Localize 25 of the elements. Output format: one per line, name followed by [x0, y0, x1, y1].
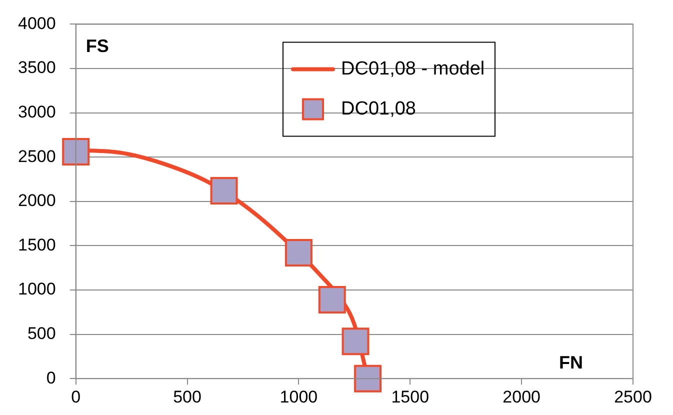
y-axis-title: FS	[86, 36, 109, 56]
point	[342, 328, 370, 356]
y-tick-label: 1500	[18, 235, 56, 254]
y-tick-label: 3000	[18, 102, 56, 122]
x-tick-label: 1000	[280, 387, 318, 406]
legend-label: DC01,08 - model	[341, 58, 485, 80]
y-tick-label: 3500	[18, 58, 56, 78]
x-tick-label: 500	[173, 387, 202, 406]
x-tick-label: 1500	[391, 387, 430, 406]
x-axis-title: FN	[559, 352, 583, 373]
x-tick-label: 0	[71, 387, 81, 406]
point	[318, 286, 346, 314]
y-tick-label: 1000	[18, 280, 56, 299]
y-tick-label: 0	[46, 368, 56, 388]
point	[210, 177, 238, 204]
point	[62, 138, 90, 166]
point	[284, 239, 312, 267]
y-tick-label: 500	[27, 324, 56, 343]
y-tick-label: 4000	[18, 14, 56, 33]
legend-label: DC01,08	[341, 98, 416, 120]
y-tick-label: 2000	[18, 191, 56, 210]
x-tick-label: 2500	[614, 387, 652, 406]
x-tick-label: 2000	[502, 387, 540, 406]
y-tick-label: 2500	[18, 146, 56, 166]
point	[354, 364, 382, 392]
